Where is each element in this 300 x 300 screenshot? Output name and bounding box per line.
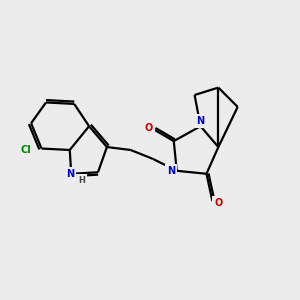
Text: O: O	[214, 199, 223, 208]
Text: Cl: Cl	[21, 145, 32, 155]
Text: H: H	[78, 176, 85, 185]
Text: N: N	[167, 166, 175, 176]
Text: N: N	[66, 169, 74, 179]
Text: N: N	[196, 116, 205, 126]
Text: O: O	[145, 123, 153, 133]
